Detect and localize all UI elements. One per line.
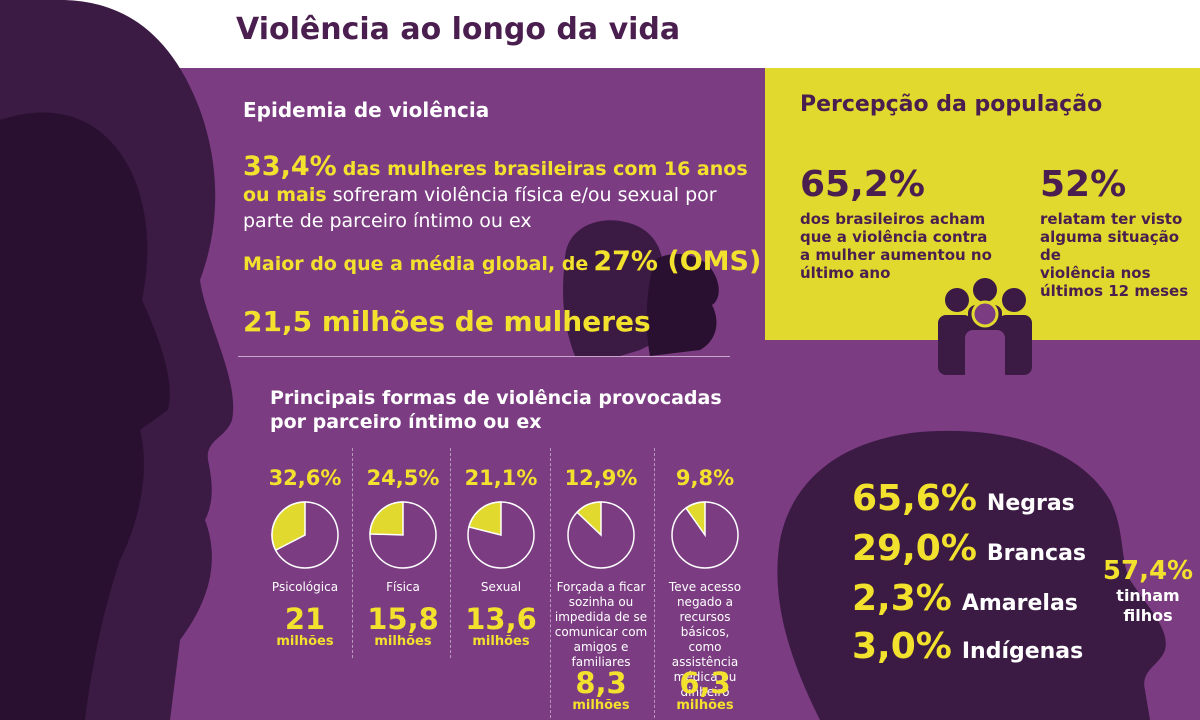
forma-pct: 32,6% (268, 466, 342, 490)
forma-count: 8,3 (575, 666, 627, 700)
percepcao-b-line: violência nos (1040, 264, 1151, 282)
people-icon (938, 278, 1032, 425)
forma-label: Psicológica (256, 580, 354, 595)
stat-pct: 33,4% (243, 151, 337, 182)
percepcao-a-line: a mulher aumentou no (800, 246, 992, 264)
percepcao-a-line: que a violência contra (800, 228, 988, 246)
formas-heading: Principais formas de violência provocada… (270, 386, 722, 434)
percepcao-a-line: último ano (800, 264, 891, 282)
percepcao-a-pct: 65,2% (800, 164, 925, 205)
column-separator (352, 448, 353, 658)
epidemia-stat: 33,4% das mulheres brasileiras com 16 an… (243, 151, 763, 234)
forma-pie (567, 501, 635, 569)
global-line: Maior do que a média global, de 27% (OMS… (243, 246, 763, 277)
forma-label: Teve acesso negado a recursos básicos, como… (656, 580, 754, 700)
stat-lead: das mulheres brasileiras com 16 anos (342, 158, 748, 180)
forma-unit: milhões (676, 698, 734, 713)
forma-label-line: Física (386, 580, 420, 594)
forma-pie (271, 501, 339, 569)
filhos-stat: 57,4% tinham filhos (1098, 556, 1198, 626)
column-separator (450, 448, 451, 658)
column-separator (550, 448, 551, 718)
stat-lead2: ou mais (243, 184, 327, 206)
forma-label-line: dinheiro (680, 685, 730, 699)
forma-unit: milhões (572, 698, 630, 713)
pie-slice (576, 501, 602, 537)
percepcao-a-line: dos brasileiros acham (800, 210, 986, 228)
race-pct: 29,0% (852, 528, 977, 569)
forma-pct: 21,1% (464, 466, 538, 490)
forma-label: Física (354, 580, 452, 595)
forma-pct: 9,8% (675, 466, 735, 490)
formas-heading-line1: Principais formas de violência provocada… (270, 387, 722, 409)
percepcao-b-line: últimos 12 meses (1040, 282, 1189, 300)
forma-label-line: sozinha ou (568, 595, 634, 609)
global-pct: 27% (OMS) (593, 246, 762, 277)
pie-slice (369, 501, 404, 536)
stat-rest: sofreram violência física e/ou sexual po… (332, 184, 717, 206)
forma-unit: milhões (276, 634, 334, 649)
forma-pie (467, 501, 535, 569)
forma-label-line: Psicológica (271, 580, 339, 594)
forma-pie (671, 501, 739, 569)
forma-label-line: amigos e (573, 640, 629, 654)
race-row-amarelas: 2,3% Amarelas (852, 578, 1078, 619)
global-text: Maior do que a média global, de (243, 253, 589, 275)
column-separator (654, 448, 655, 718)
pie-slice (271, 501, 306, 552)
forma-unit: milhões (374, 634, 432, 649)
forma-label-line: médica ou (673, 670, 737, 684)
race-label: Brancas (986, 541, 1087, 566)
pie-slice (468, 501, 502, 536)
percepcao-b-pct: 52% (1040, 164, 1127, 205)
race-label: Indígenas (961, 639, 1084, 664)
forma-label-line: negado a (676, 595, 734, 609)
filhos-line1: tinham (1116, 586, 1180, 605)
forma-pct: 12,9% (564, 466, 638, 490)
forma-pie (369, 501, 437, 569)
filhos-pct: 57,4% (1102, 556, 1194, 586)
forma-label: Forçada a ficar sozinha ou impedida de se c… (552, 580, 650, 670)
stat-rest2: parte de parceiro íntimo ou ex (243, 210, 532, 232)
percepcao-a-text: dos brasileiros acham que a violência co… (800, 210, 992, 282)
race-pct: 3,0% (852, 626, 952, 667)
forma-label-line: comunicar com (554, 625, 648, 639)
forma-label-line: impedida de se (554, 610, 648, 624)
formas-heading-line2: por parceiro íntimo ou ex (270, 411, 542, 433)
forma-label-line: Forçada a ficar (556, 580, 646, 594)
percepcao-b-line: relatam ter visto (1040, 210, 1183, 228)
race-row-indigenas: 3,0% Indígenas (852, 626, 1083, 667)
forma-unit: milhões (472, 634, 530, 649)
race-pct: 2,3% (852, 578, 952, 619)
pie-slice (684, 501, 706, 538)
epidemia-heading: Epidemia de violência (243, 98, 490, 122)
forma-pct: 24,5% (366, 466, 440, 490)
millions-stat: 21,5 milhões de mulheres (243, 305, 651, 338)
forma-count: 13,6 (465, 602, 537, 636)
percepcao-b-text: relatam ter visto alguma situação de vio… (1040, 210, 1200, 300)
section-divider (238, 356, 730, 357)
page-title: Violência ao longo da vida (236, 12, 681, 47)
race-label: Amarelas (961, 591, 1078, 616)
race-label: Negras (986, 491, 1075, 516)
percepcao-heading: Percepção da população (800, 92, 1103, 117)
forma-label: Sexual (452, 580, 550, 595)
race-pct: 65,6% (852, 478, 977, 519)
filhos-line2: filhos (1123, 606, 1173, 625)
forma-label-line: como assistência (671, 640, 739, 669)
forma-count: 6,3 (679, 666, 731, 700)
forma-count: 15,8 (367, 602, 439, 636)
percepcao-b-line: alguma situação de (1040, 228, 1180, 264)
forma-label-line: Sexual (480, 580, 522, 594)
forma-count: 21 (284, 602, 326, 636)
forma-label-line: familiares (571, 655, 631, 669)
forma-label-line: Teve acesso (668, 580, 742, 594)
forma-label-line: recursos básicos, (679, 610, 731, 639)
race-row-brancas: 29,0% Brancas (852, 528, 1086, 569)
race-row-negras: 65,6% Negras (852, 478, 1075, 519)
